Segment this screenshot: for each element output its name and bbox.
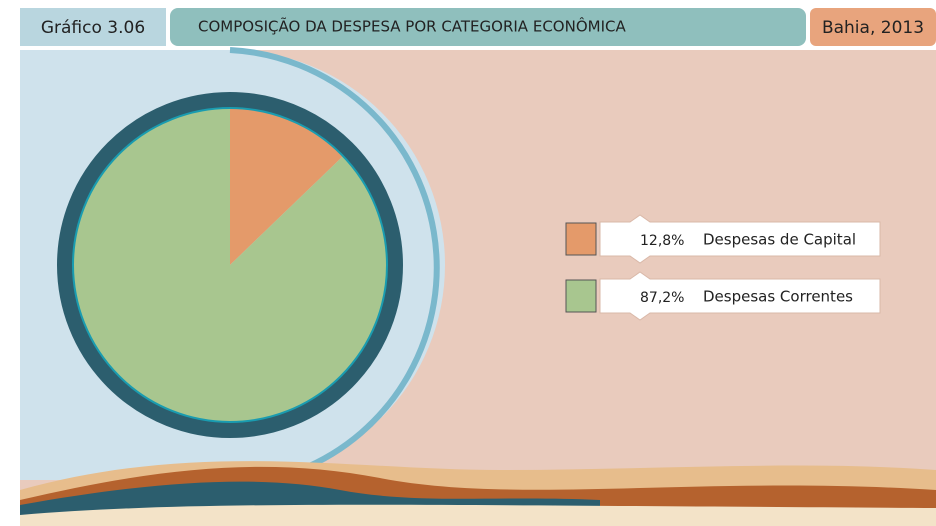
legend-label: Despesas de Capital	[703, 231, 856, 249]
legend-label: Despesas Correntes	[703, 288, 853, 306]
value-label: 12,8%	[640, 233, 684, 249]
page: Gráfico 3.06 COMPOSIÇÃO DA DESPESA POR C…	[0, 0, 936, 526]
legend-swatch	[566, 223, 596, 255]
chart-subtitle: Bahia, 2013	[822, 18, 924, 38]
wave	[20, 505, 936, 526]
chart-title: COMPOSIÇÃO DA DESPESA POR CATEGORIA ECON…	[198, 17, 626, 36]
legend-swatch	[566, 280, 596, 312]
chart-label: Gráfico 3.06	[41, 18, 145, 38]
value-label: 87,2%	[640, 290, 684, 306]
chart: Gráfico 3.06 COMPOSIÇÃO DA DESPESA POR C…	[0, 0, 936, 526]
